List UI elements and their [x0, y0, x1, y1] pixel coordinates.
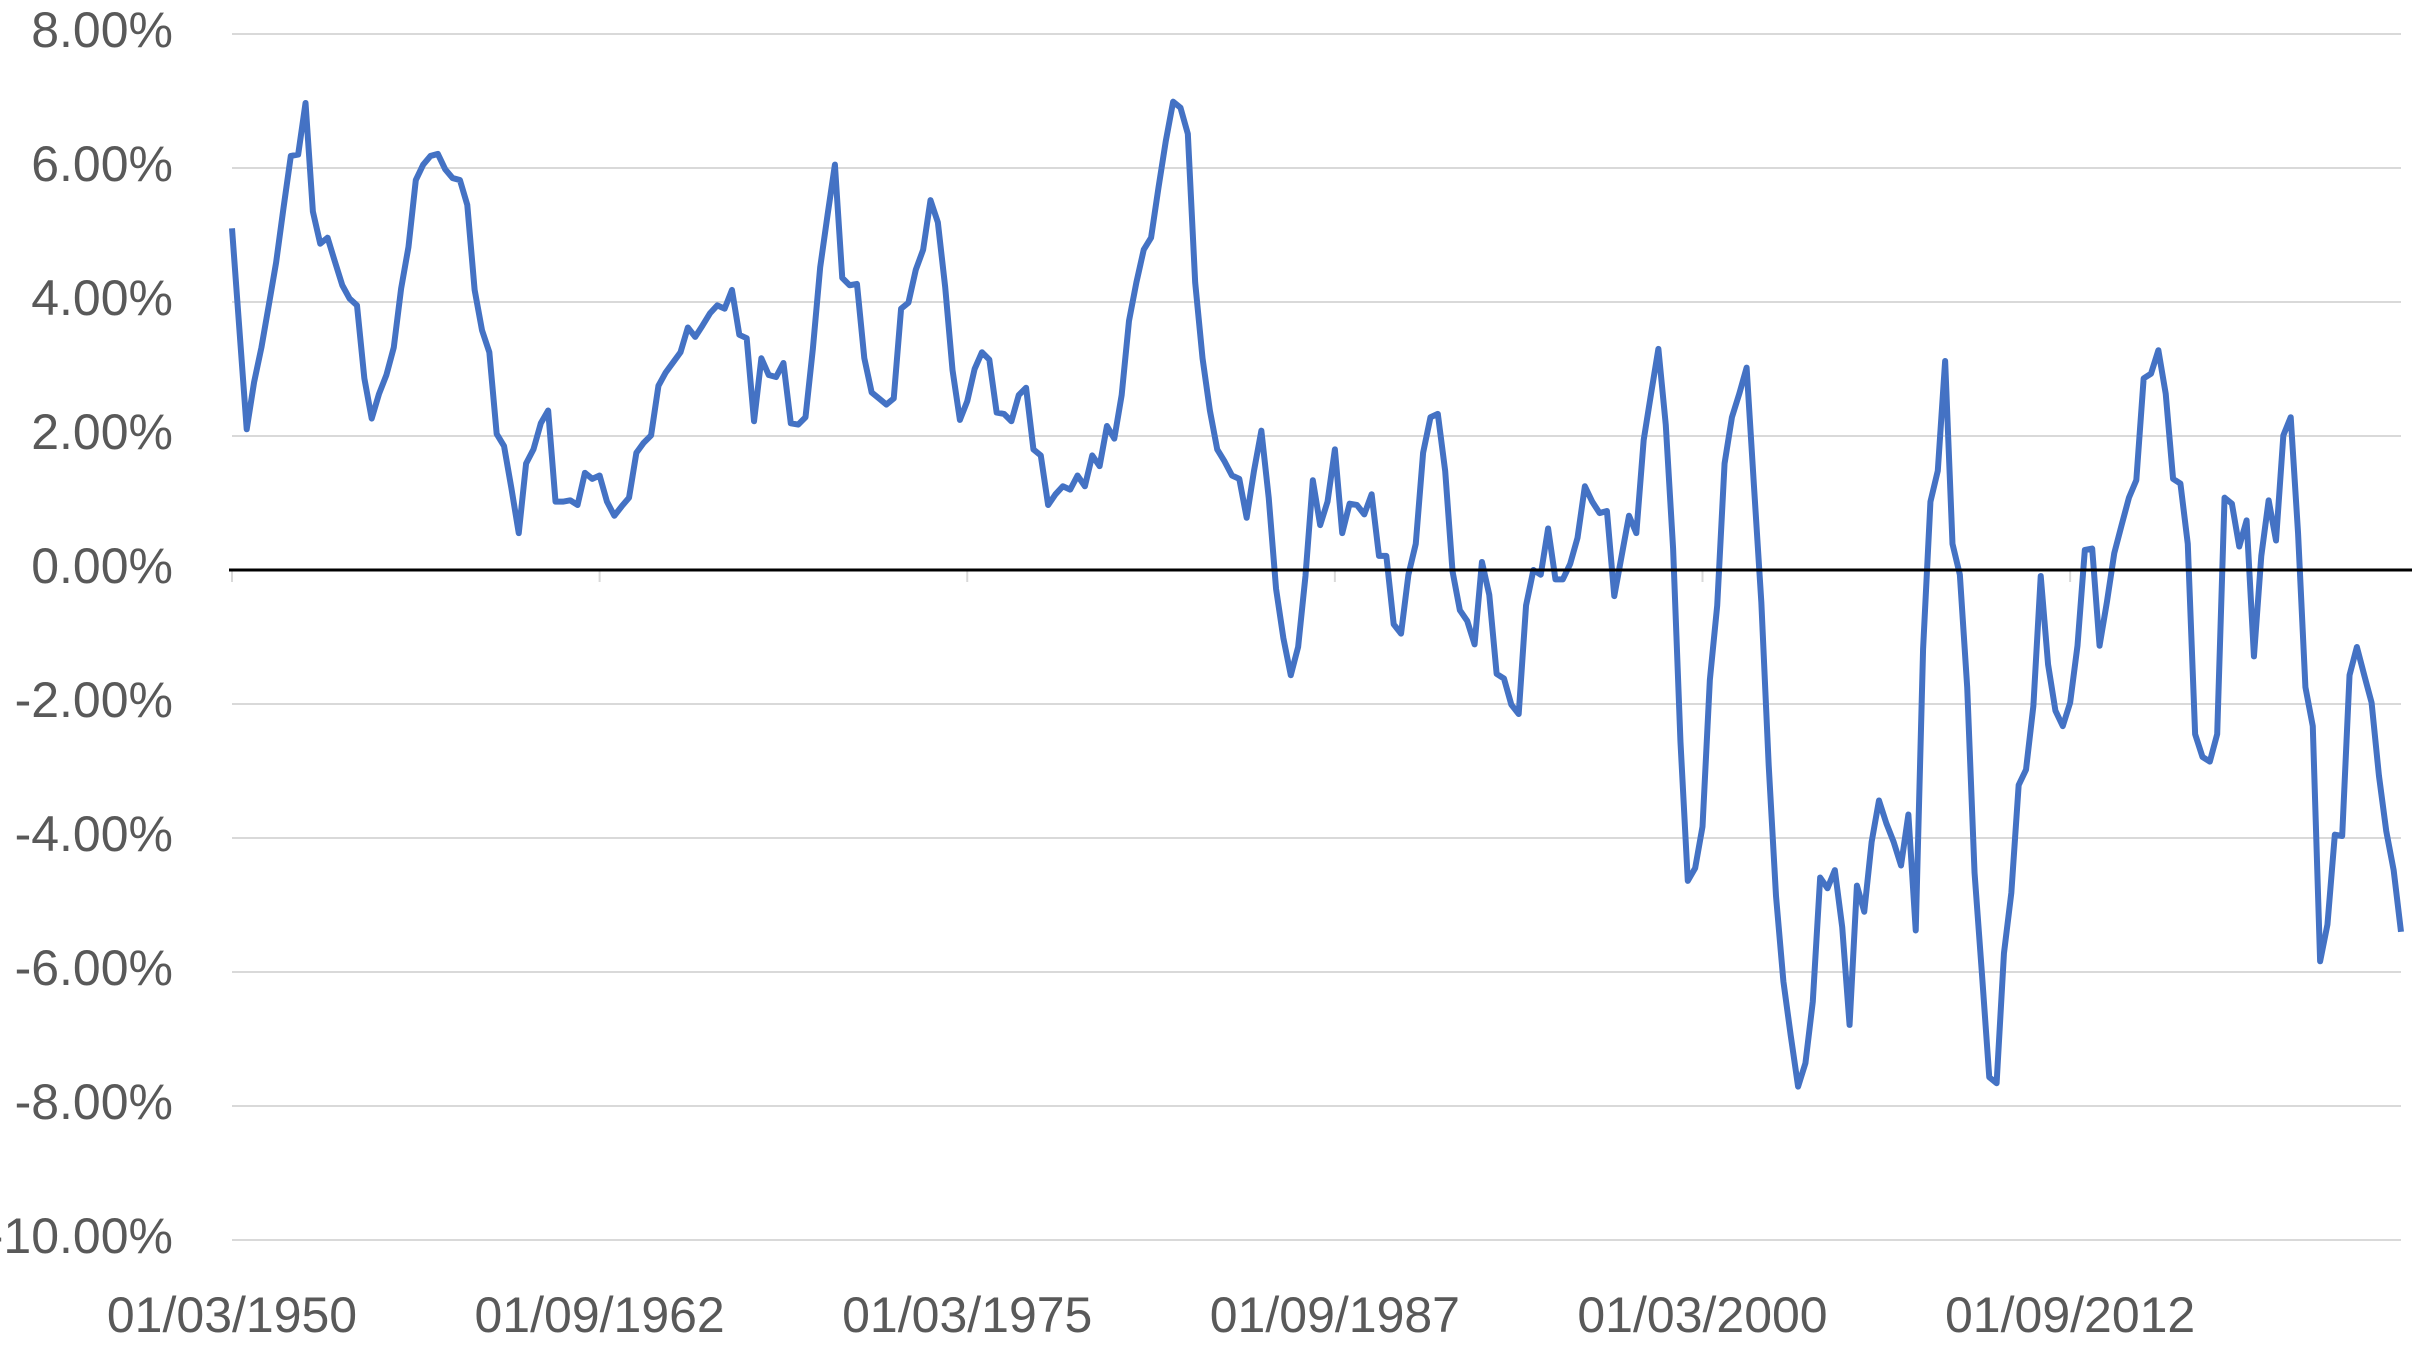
x-tick-label: 01/03/1950 — [107, 1287, 357, 1343]
y-tick-label: -2.00% — [15, 672, 173, 728]
y-tick-label: -8.00% — [15, 1074, 173, 1130]
y-tick-label: 6.00% — [31, 136, 173, 192]
x-tick-label: 01/09/2012 — [1945, 1287, 2195, 1343]
x-tick-label: 01/09/1962 — [475, 1287, 725, 1343]
y-tick-label: 4.00% — [31, 270, 173, 326]
y-tick-label: -10.00% — [0, 1208, 173, 1264]
x-tick-label: 01/03/2000 — [1577, 1287, 1827, 1343]
data-line — [229, 98, 2404, 1090]
y-tick-label: -6.00% — [15, 940, 173, 996]
y-tick-label: -4.00% — [15, 806, 173, 862]
y-tick-label: 2.00% — [31, 404, 173, 460]
x-tick-label: 01/03/1975 — [842, 1287, 1092, 1343]
y-tick-label: 8.00% — [31, 2, 173, 58]
x-tick-label: 01/09/1987 — [1210, 1287, 1460, 1343]
y-tick-label: 0.00% — [31, 538, 173, 594]
